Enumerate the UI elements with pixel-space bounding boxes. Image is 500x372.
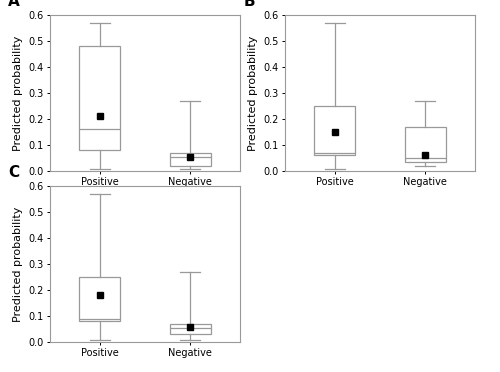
Text: C: C — [8, 165, 20, 180]
PathPatch shape — [170, 153, 210, 166]
Text: A: A — [8, 0, 20, 9]
PathPatch shape — [170, 324, 210, 334]
PathPatch shape — [80, 277, 120, 321]
Y-axis label: Predicted probability: Predicted probability — [248, 35, 258, 151]
PathPatch shape — [405, 127, 446, 162]
Text: B: B — [243, 0, 255, 9]
PathPatch shape — [80, 46, 120, 150]
Y-axis label: Predicted probability: Predicted probability — [13, 35, 23, 151]
PathPatch shape — [314, 106, 355, 155]
Y-axis label: Predicted probability: Predicted probability — [13, 206, 23, 322]
